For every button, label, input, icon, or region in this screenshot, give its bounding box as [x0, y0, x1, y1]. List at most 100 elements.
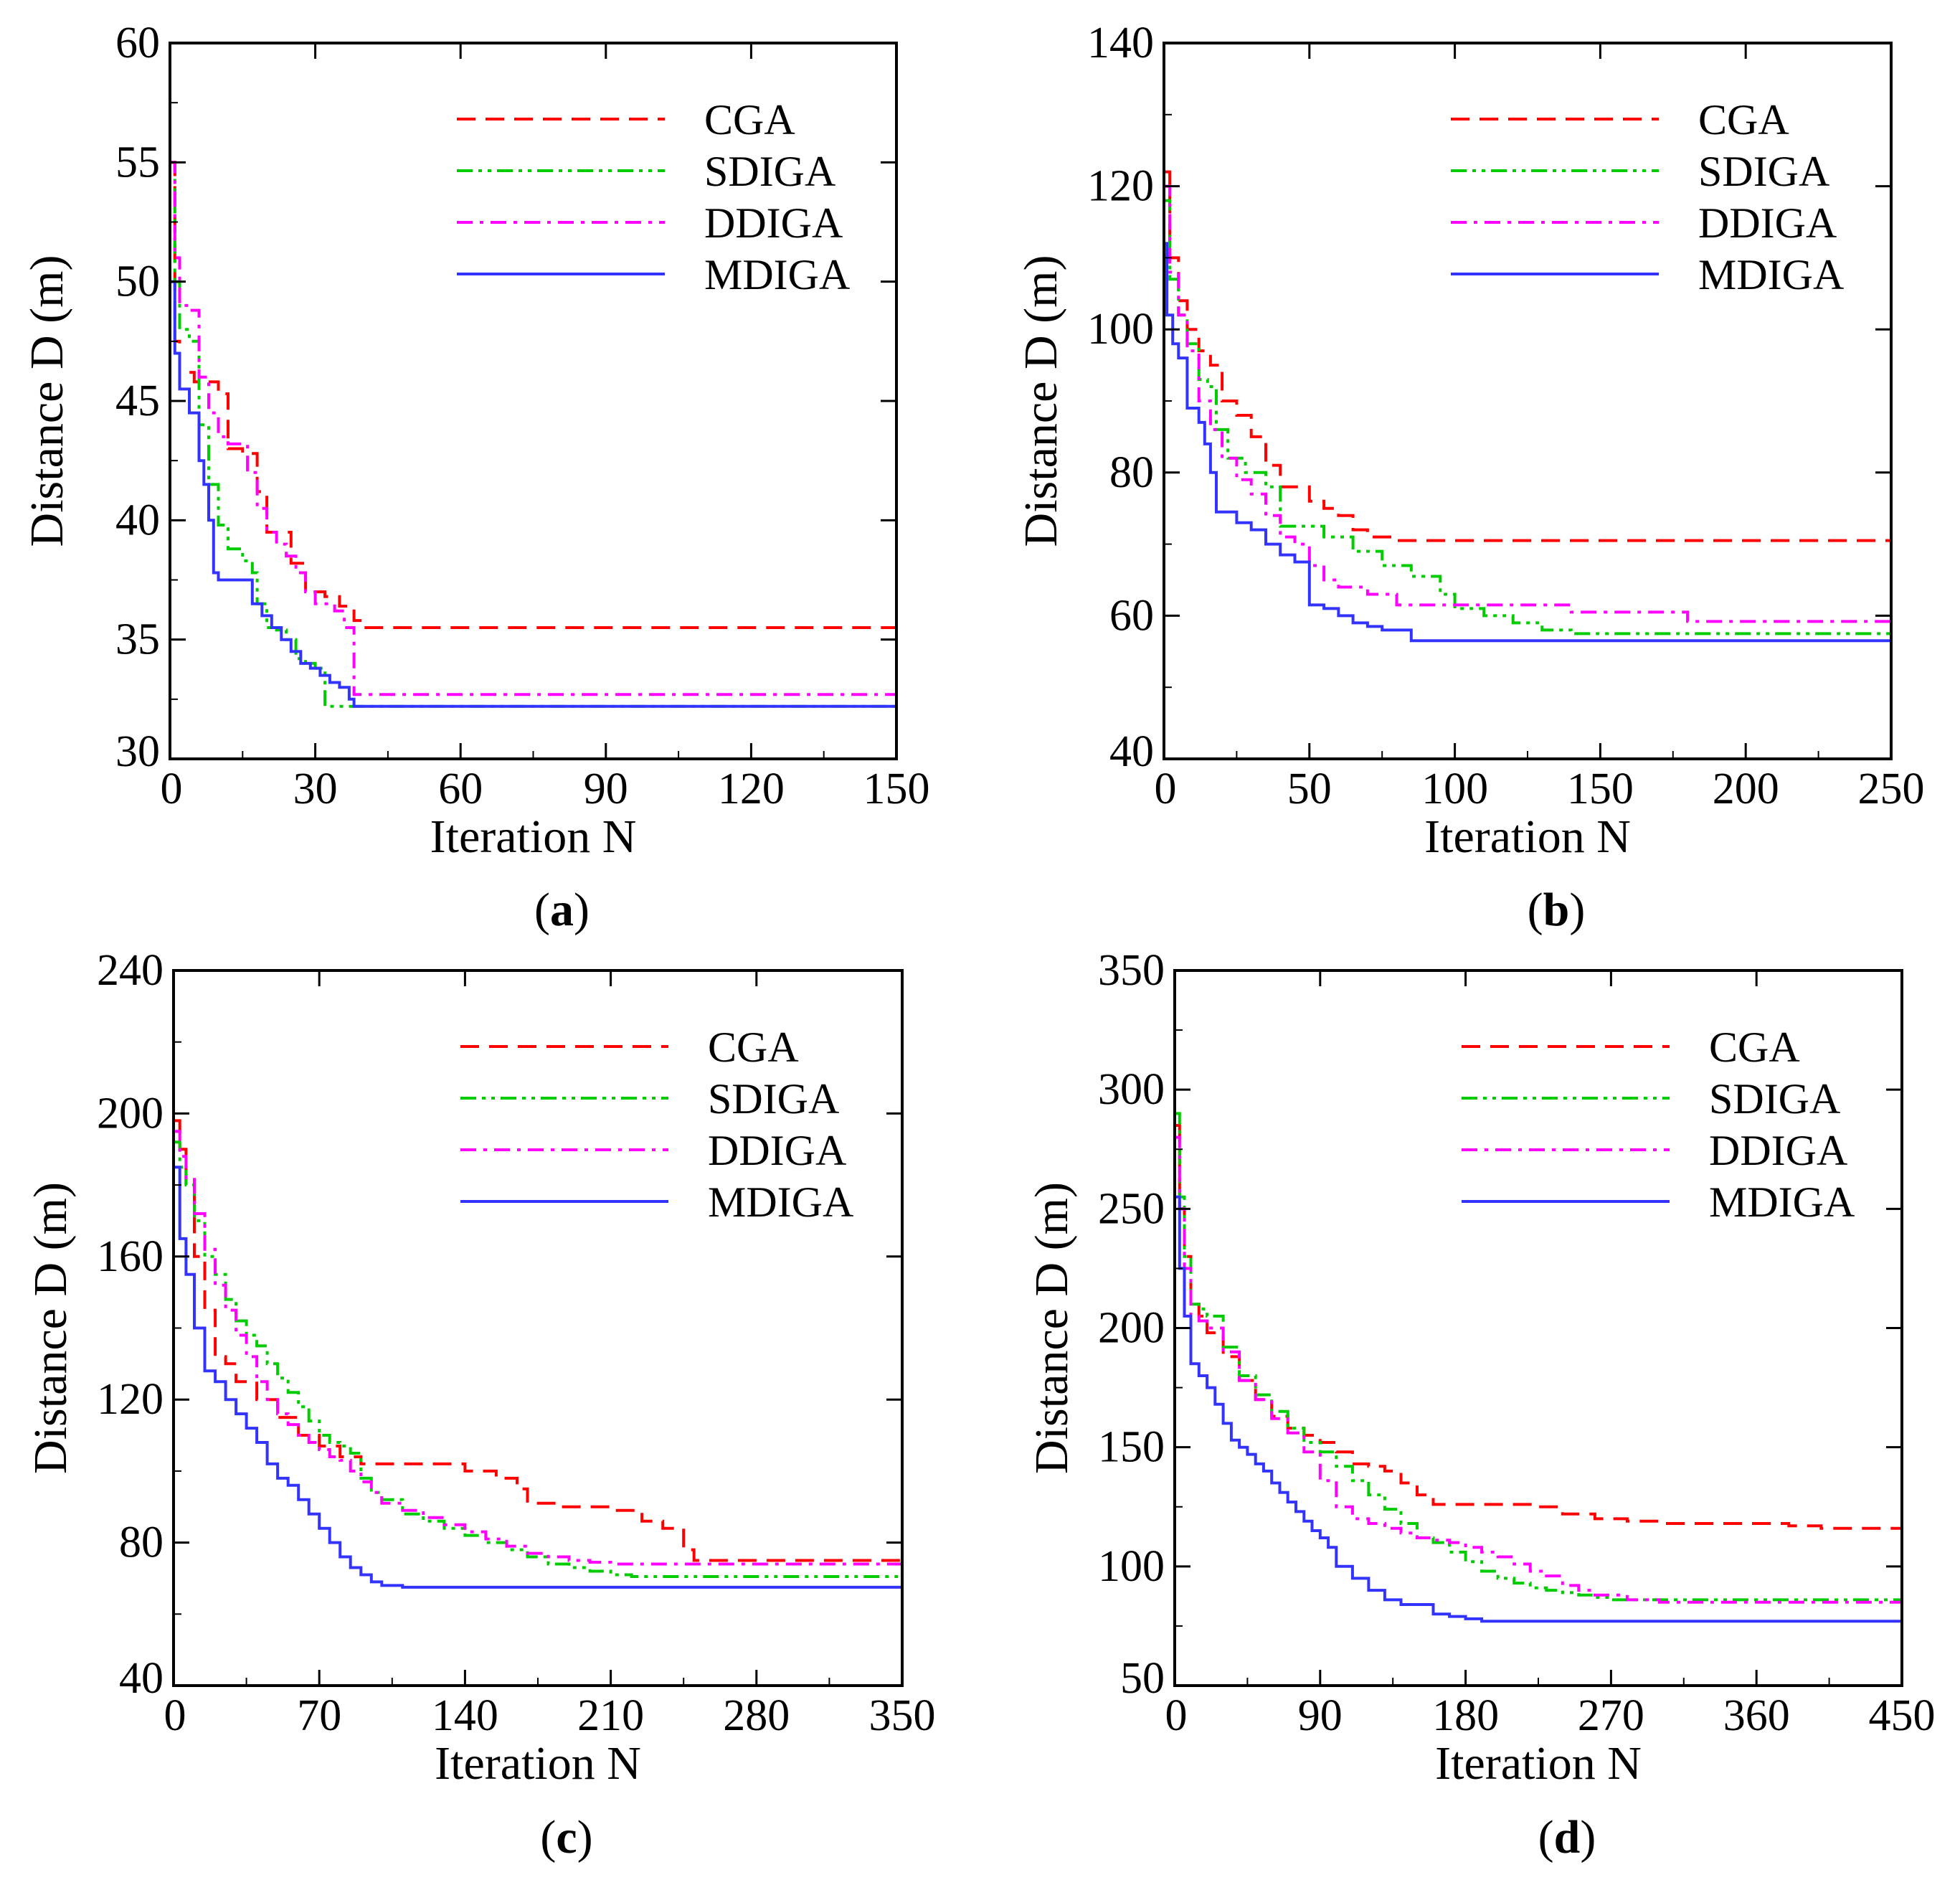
x-tick-label: 0 — [1155, 765, 1177, 813]
y-tick-label: 100 — [1098, 1542, 1165, 1591]
legend-label-cga: CGA — [708, 1024, 799, 1071]
y-axis-title: Distance D (m) — [1026, 1182, 1078, 1474]
legend-label-mdiga: MDIGA — [704, 251, 850, 298]
y-axis-title: Distance D (m) — [24, 1182, 77, 1474]
x-tick-label: 0 — [164, 1691, 186, 1740]
legend-label-cga: CGA — [704, 96, 795, 143]
y-tick-label: 80 — [1109, 448, 1154, 497]
x-tick-label: 200 — [1713, 765, 1779, 813]
chart-c: 0 70 140 210 280 350 40 80 120 160 200 240 Iteration… — [24, 946, 936, 1863]
x-tick-label: 150 — [863, 765, 930, 813]
y-tick-label: 140 — [1087, 19, 1154, 67]
legend-label-mdiga: MDIGA — [1698, 251, 1844, 298]
series-line-mdiga — [174, 1166, 902, 1589]
x-tick-label: 450 — [1869, 1691, 1936, 1740]
x-tick-label: 150 — [1567, 765, 1634, 813]
series-line-sdiga — [170, 161, 896, 708]
y-tick-label: 240 — [97, 946, 164, 995]
series-line-sdiga — [174, 1140, 902, 1578]
x-tick-label: 70 — [297, 1691, 341, 1740]
x-tick-label: 250 — [1858, 765, 1925, 813]
series-line-cga — [170, 161, 896, 629]
series-line-cga — [1175, 1124, 1902, 1530]
x-axis-title: Iteration N — [430, 811, 637, 863]
x-tick-label: 350 — [869, 1691, 936, 1740]
legend-label-mdiga: MDIGA — [708, 1178, 853, 1226]
y-tick-label: 120 — [97, 1375, 164, 1424]
x-axis-title: Iteration N — [1435, 1737, 1642, 1790]
panel-label: (b) — [1528, 884, 1586, 936]
panel-label: (d) — [1538, 1811, 1596, 1863]
series-line-sdiga — [1164, 199, 1891, 636]
y-tick-label: 60 — [1109, 591, 1154, 640]
series-line-cga — [1164, 170, 1891, 542]
series-line-mdiga — [170, 280, 896, 708]
y-tick-label: 300 — [1098, 1065, 1165, 1114]
legend-label-ddiga: DDIGA — [1698, 199, 1837, 247]
x-axis-title: Iteration N — [1424, 811, 1631, 863]
y-tick-label: 40 — [115, 496, 160, 544]
series-group — [1164, 170, 1891, 643]
series-line-mdiga — [1164, 242, 1891, 643]
legend-label-cga: CGA — [1698, 96, 1789, 143]
series-line-mdiga — [1175, 1195, 1902, 1623]
y-tick-label: 35 — [115, 615, 160, 664]
y-axis-title: Distance D (m) — [1015, 255, 1067, 547]
y-tick-label: 50 — [115, 258, 160, 306]
x-tick-label: 0 — [161, 765, 183, 813]
series-group — [170, 161, 896, 708]
x-tick-label: 360 — [1723, 1691, 1790, 1740]
y-tick-label: 40 — [1109, 727, 1154, 776]
series-group — [174, 1119, 902, 1589]
series-line-cga — [174, 1119, 902, 1562]
x-tick-label: 210 — [577, 1691, 644, 1740]
y-tick-label: 150 — [1098, 1423, 1165, 1472]
y-tick-label: 80 — [119, 1518, 164, 1567]
x-tick-label: 270 — [1578, 1691, 1644, 1740]
y-tick-label: 350 — [1098, 946, 1165, 995]
x-tick-label: 120 — [718, 765, 785, 813]
panel-label: (a) — [534, 884, 590, 936]
legend-label-ddiga: DDIGA — [708, 1127, 846, 1174]
x-tick-label: 90 — [584, 765, 628, 813]
legend-label-sdiga: SDIGA — [1709, 1075, 1840, 1123]
legend-label-ddiga: DDIGA — [1709, 1127, 1847, 1174]
chart-b: 0 50 100 150 200 250 40 60 80 100 120 140 Iteration … — [1015, 19, 1925, 936]
series-group — [1175, 1112, 1902, 1623]
legend-label-sdiga: SDIGA — [708, 1075, 839, 1123]
series-line-ddiga — [1164, 184, 1891, 623]
legend-label-ddiga: DDIGA — [704, 199, 843, 247]
x-tick-label: 50 — [1287, 765, 1332, 813]
x-tick-label: 180 — [1432, 1691, 1499, 1740]
y-tick-label: 200 — [1098, 1304, 1165, 1353]
series-line-ddiga — [174, 1130, 902, 1566]
x-tick-label: 0 — [1165, 1691, 1188, 1740]
series-line-sdiga — [1175, 1112, 1902, 1602]
y-tick-label: 40 — [119, 1654, 164, 1703]
x-tick-label: 100 — [1421, 765, 1488, 813]
y-tick-label: 160 — [97, 1232, 164, 1281]
x-tick-label: 60 — [438, 765, 483, 813]
y-tick-label: 55 — [115, 138, 160, 186]
y-tick-label: 100 — [1087, 305, 1154, 354]
panel-label: (c) — [540, 1811, 592, 1863]
x-tick-label: 280 — [723, 1691, 790, 1740]
y-axis-title: Distance D (m) — [21, 255, 73, 547]
legend-label-mdiga: MDIGA — [1709, 1178, 1855, 1226]
legend-label-cga: CGA — [1709, 1024, 1800, 1071]
y-tick-label: 120 — [1087, 162, 1154, 211]
y-tick-label: 200 — [97, 1089, 164, 1138]
x-axis-title: Iteration N — [435, 1737, 641, 1790]
series-line-ddiga — [170, 161, 896, 696]
x-tick-label: 30 — [293, 765, 338, 813]
x-tick-label: 90 — [1298, 1691, 1343, 1740]
y-tick-label: 30 — [115, 727, 160, 776]
legend-label-sdiga: SDIGA — [704, 148, 835, 195]
y-tick-label: 45 — [115, 377, 160, 425]
legend-label-sdiga: SDIGA — [1698, 148, 1829, 195]
y-tick-label: 50 — [1120, 1654, 1165, 1703]
x-tick-label: 140 — [432, 1691, 498, 1740]
y-tick-label: 60 — [115, 19, 160, 67]
